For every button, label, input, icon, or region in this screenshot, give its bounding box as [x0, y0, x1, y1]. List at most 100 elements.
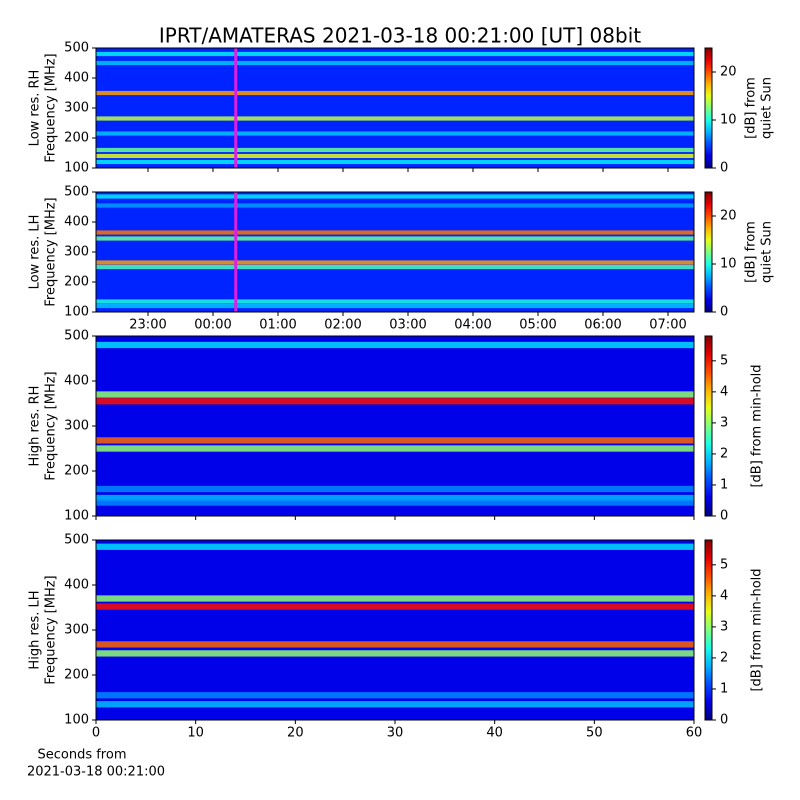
y-tick-label: 400 [64, 215, 89, 230]
spectral-band [96, 230, 694, 235]
colorbar-tick-label: 0 [720, 509, 728, 524]
x-tick-label: 40 [486, 726, 503, 741]
colorbar-label: [dB] from min-hold [750, 364, 765, 487]
x-tick-label: 50 [586, 726, 603, 741]
colorbar-tick-label: 20 [720, 65, 737, 80]
spectral-band [96, 116, 694, 121]
y-tick-label: 100 [64, 161, 89, 176]
colorbar-tick-label: 10 [720, 257, 737, 272]
colorbar-tick-label: 2 [720, 446, 728, 461]
y-axis-label: Frequency [MHz] [44, 575, 59, 684]
colorbar-tick-label: 10 [720, 113, 737, 128]
colorbar-tick-label: 1 [720, 477, 728, 492]
x-tick-label: 02:00 [324, 318, 361, 333]
x-tick-label: 00:00 [194, 318, 231, 333]
spectral-band [96, 641, 694, 648]
spectral-band [96, 701, 694, 708]
spectral-band [96, 398, 694, 405]
y-tick-label: 200 [64, 464, 89, 479]
colorbar-tick-label: 3 [720, 415, 728, 430]
spectral-band [96, 494, 694, 502]
colorbar-tick-label: 3 [720, 619, 728, 634]
x-tick-label: 03:00 [389, 318, 426, 333]
colorbar-tick-label: 5 [720, 557, 728, 572]
y-axis-label: High res. RH [28, 386, 43, 467]
spectral-band [96, 603, 694, 610]
spectral-band [96, 90, 694, 96]
spectral-band [96, 303, 694, 309]
colorbar-tick-label: 5 [720, 353, 728, 368]
y-tick-label: 300 [64, 245, 89, 260]
colorbar-tick-label: 4 [720, 384, 728, 399]
spectral-band [96, 159, 694, 165]
x-tick-label: 20 [287, 726, 304, 741]
y-tick-label: 300 [64, 419, 89, 434]
y-axis-label: Low res. LH [28, 215, 43, 290]
colorbar [704, 191, 713, 313]
spectral-band [96, 60, 694, 66]
colorbar-label: quiet Sun [760, 77, 775, 139]
y-tick-label: 500 [64, 185, 89, 200]
y-tick-label: 500 [64, 41, 89, 56]
y-axis-label: High res. LH [28, 590, 43, 669]
spectral-band [96, 51, 694, 57]
y-tick-label: 100 [64, 713, 89, 728]
colorbar-tick-label: 0 [720, 305, 728, 320]
y-tick-label: 500 [64, 533, 89, 548]
spectral-band [96, 445, 694, 452]
colorbar-tick-label: 4 [720, 588, 728, 603]
y-tick-label: 200 [64, 668, 89, 683]
colorbar [704, 335, 713, 517]
colorbar-label: [dB] from [744, 77, 759, 139]
colorbar [704, 539, 713, 721]
x-tick-label: 60 [686, 726, 703, 741]
spectral-band [96, 260, 694, 265]
x-tick-label: 07:00 [649, 318, 686, 333]
y-axis-label: Low res. RH [28, 70, 43, 147]
spectral-band [96, 499, 694, 506]
y-tick-label: 400 [64, 374, 89, 389]
y-tick-label: 200 [64, 275, 89, 290]
colorbar-tick-label: 0 [720, 161, 728, 176]
x-tick-label: 05:00 [519, 318, 556, 333]
spectral-band [96, 203, 694, 208]
colorbar-tick-label: 20 [720, 209, 737, 224]
spectral-band [96, 299, 694, 304]
x-axis-label: 2021-03-18 00:21:00 [27, 765, 165, 780]
y-axis-label: Frequency [MHz] [44, 371, 59, 480]
spectral-band [96, 543, 694, 550]
colorbar-tick-label: 1 [720, 681, 728, 696]
colorbar-tick-label: 0 [720, 713, 728, 728]
heatmap-background [96, 192, 694, 312]
y-tick-label: 300 [64, 101, 89, 116]
spectral-band [96, 485, 694, 493]
y-tick-label: 100 [64, 509, 89, 524]
colorbar-label: [dB] from [744, 221, 759, 283]
y-tick-label: 500 [64, 329, 89, 344]
y-axis-label: Frequency [MHz] [44, 197, 59, 306]
colorbar-label: quiet Sun [760, 221, 775, 283]
x-tick-label: 06:00 [584, 318, 621, 333]
x-tick-label: 10 [187, 726, 204, 741]
x-tick-label: 30 [387, 726, 404, 741]
y-axis-label: Frequency [MHz] [44, 53, 59, 162]
x-axis-label: Seconds from [37, 748, 126, 763]
x-tick-label: 23:00 [129, 318, 166, 333]
x-tick-label: 04:00 [454, 318, 491, 333]
x-tick-label: 01:00 [259, 318, 296, 333]
x-tick-label: 0 [92, 726, 100, 741]
spectral-band [96, 147, 694, 153]
heatmap-background [96, 540, 694, 720]
spectral-band [96, 437, 694, 444]
y-tick-label: 200 [64, 131, 89, 146]
spectral-band [96, 391, 694, 398]
spectral-band [96, 264, 694, 270]
spectral-band [96, 194, 694, 199]
spectral-band [96, 650, 694, 657]
spectral-band [96, 692, 694, 699]
y-tick-label: 400 [64, 578, 89, 593]
spectral-band [96, 341, 694, 349]
y-tick-label: 400 [64, 71, 89, 86]
figure-title: IPRT/AMATERAS 2021-03-18 00:21:00 [UT] 0… [159, 24, 641, 48]
